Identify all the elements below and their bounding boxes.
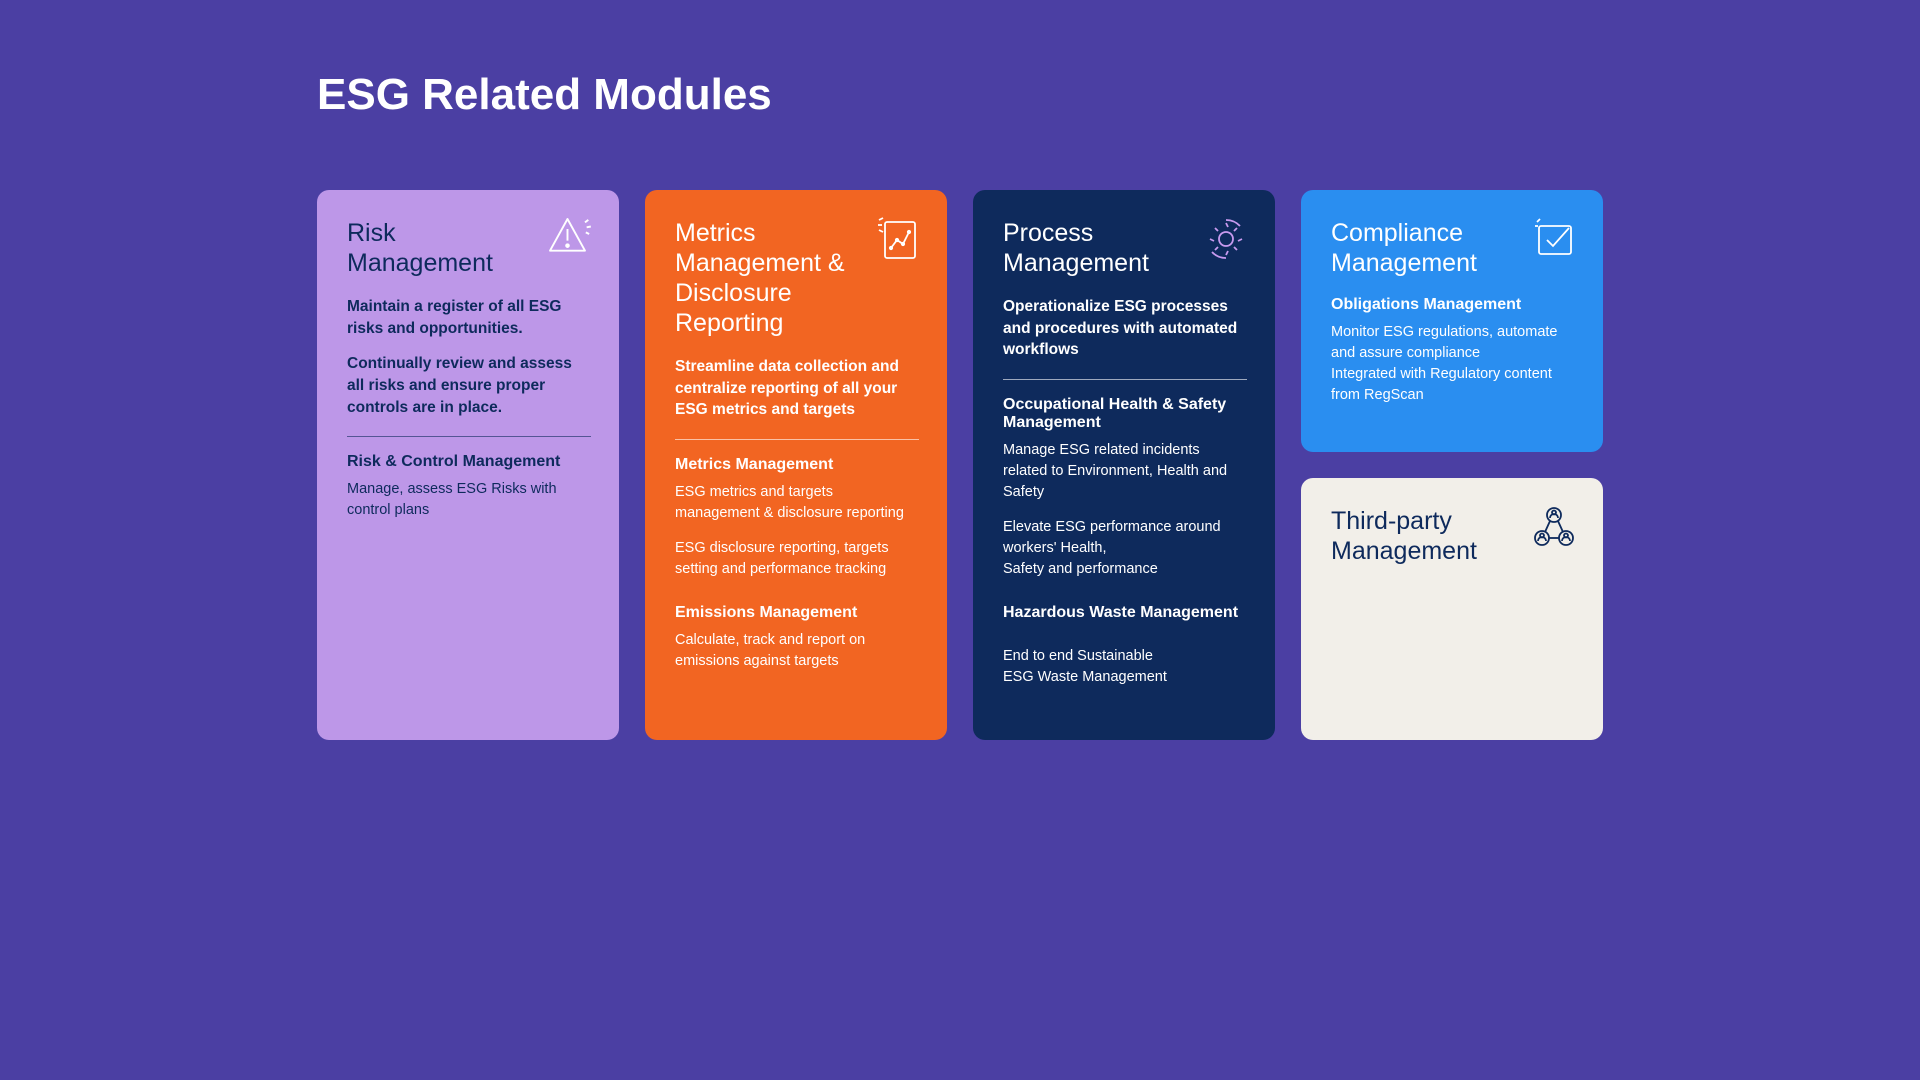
checklist-icon: [1529, 214, 1579, 258]
section-body: ESG metrics and targets management & dis…: [675, 482, 919, 524]
cards-row: Risk Management Maintain a register of a…: [317, 190, 1603, 740]
section-heading: Metrics Management: [675, 456, 919, 474]
section-body: Monitor ESG regulations, automate and as…: [1331, 322, 1575, 406]
section-body: ESG disclosure reporting, targets settin…: [675, 538, 919, 580]
section-heading: Hazardous Waste Management: [1003, 604, 1247, 622]
section-heading: Risk & Control Management: [347, 453, 591, 471]
intro-text: Operationalize ESG processes and procedu…: [1003, 296, 1247, 361]
report-chart-icon: [873, 214, 923, 258]
card-third-party-management: Third-party Management: [1301, 478, 1603, 740]
intro-text: Streamline data collection and centraliz…: [675, 356, 919, 421]
slide: ESG Related Modules Risk Management Main…: [232, 0, 1688, 819]
section-body: Elevate ESG performance around workers' …: [1003, 517, 1247, 580]
column-4: Compliance Management Obligations Manage…: [1301, 190, 1603, 740]
section-heading: Obligations Management: [1331, 296, 1575, 314]
gear-icon: [1201, 214, 1251, 258]
page-title: ESG Related Modules: [317, 70, 1603, 120]
section-body: Manage ESG related incidents related to …: [1003, 440, 1247, 503]
warning-triangle-icon: [545, 214, 595, 258]
section-body: Manage, assess ESG Risks with control pl…: [347, 479, 591, 521]
card-risk-management: Risk Management Maintain a register of a…: [317, 190, 619, 740]
card-compliance-management: Compliance Management Obligations Manage…: [1301, 190, 1603, 452]
card-metrics-management: Metrics Management & Disclosure Reportin…: [645, 190, 947, 740]
divider: [1003, 379, 1247, 380]
section-heading: Emissions Management: [675, 604, 919, 622]
divider: [347, 436, 591, 437]
intro-text: Maintain a register of all ESG risks and…: [347, 296, 591, 339]
card-process-management: Process Management Operationalize ESG pr…: [973, 190, 1275, 740]
divider: [675, 439, 919, 440]
intro-text: Continually review and assess all risks …: [347, 353, 591, 418]
section-body: End to end Sustainable ESG Waste Managem…: [1003, 646, 1247, 688]
section-body: Calculate, track and report on emissions…: [675, 630, 919, 672]
people-network-icon: [1529, 502, 1579, 546]
section-heading: Occupational Health & Safety Management: [1003, 396, 1247, 432]
